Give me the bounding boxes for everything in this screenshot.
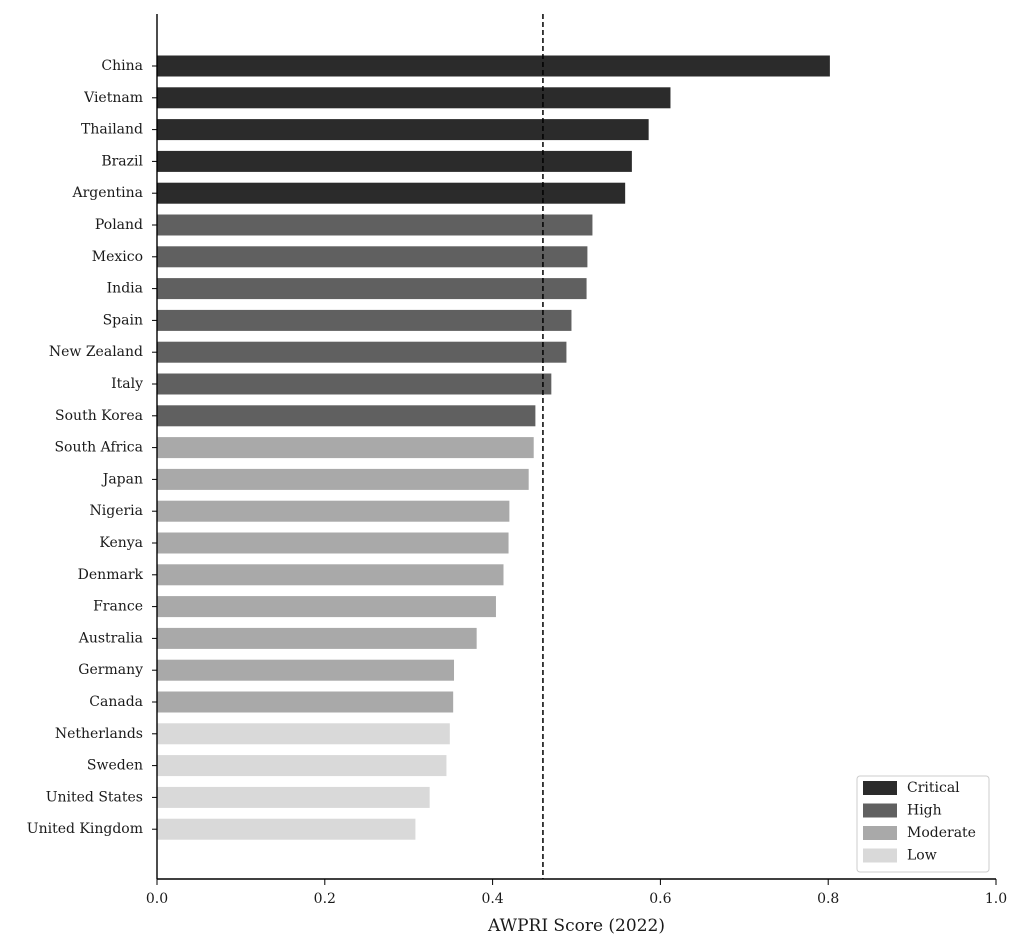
bar-brazil: [157, 150, 632, 172]
bar-canada: [157, 691, 454, 713]
y-tick-label-denmark: Denmark: [78, 567, 144, 583]
bar-sweden: [157, 755, 447, 777]
bar-south-korea: [157, 405, 536, 427]
x-tick-label: 0.8: [817, 891, 839, 907]
legend-swatch-critical: [863, 781, 897, 795]
legend-swatch-moderate: [863, 826, 897, 840]
y-tick-label-brazil: Brazil: [101, 153, 143, 169]
y-tick-label-south-korea: South Korea: [55, 408, 143, 424]
y-tick-label-canada: Canada: [89, 694, 143, 710]
bar-india: [157, 278, 587, 300]
bar-kenya: [157, 532, 509, 554]
y-tick-label-australia: Australia: [78, 630, 143, 646]
bar-united-kingdom: [157, 818, 416, 840]
legend-frame: [856, 775, 990, 873]
y-tick-label-thailand: Thailand: [81, 122, 143, 138]
bar-japan: [157, 468, 529, 490]
y-tick-label-japan: Japan: [101, 471, 143, 487]
y-tick-label-italy: Italy: [111, 376, 143, 392]
bar-thailand: [157, 119, 649, 141]
legend-swatch-low: [863, 848, 897, 863]
bar-new-zealand: [157, 341, 567, 363]
bar-denmark: [157, 564, 504, 586]
y-tick-label-sweden: Sweden: [87, 758, 143, 774]
bar-united-states: [157, 786, 430, 808]
y-tick-label-china: China: [101, 58, 143, 74]
y-tick-label-kenya: Kenya: [99, 535, 143, 551]
bar-mexico: [157, 246, 588, 268]
legend-label-low: Low: [907, 848, 937, 864]
x-axis-title: AWPRI Score (2022): [487, 916, 665, 936]
x-tick-label: 0.4: [481, 891, 503, 907]
x-tick-label: 0.6: [649, 891, 671, 907]
bar-netherlands: [157, 723, 450, 745]
bar-china: [157, 55, 830, 77]
bar-south-africa: [157, 437, 534, 459]
y-tick-label-new-zealand: New Zealand: [49, 344, 143, 360]
y-tick-label-united-kingdom: United Kingdom: [27, 821, 143, 837]
bar-france: [157, 596, 496, 618]
x-tick-label: 1.0: [985, 891, 1007, 907]
x-tick-label: 0.0: [146, 891, 168, 907]
legend: Critical High Moderate Low: [856, 775, 990, 873]
y-tick-label-united-states: United States: [46, 789, 143, 805]
bar-argentina: [157, 182, 626, 204]
bar-vietnam: [157, 87, 671, 109]
bar-australia: [157, 627, 477, 649]
bar-italy: [157, 373, 552, 395]
y-tick-label-netherlands: Netherlands: [55, 726, 143, 742]
bars: [157, 55, 830, 840]
bar-poland: [157, 214, 593, 236]
y-axis-tick-labels: China Vietnam Thailand Brazil Argentina Polan…: [27, 58, 157, 837]
legend-label-moderate: Moderate: [907, 825, 976, 841]
y-tick-label-mexico: Mexico: [92, 249, 143, 265]
y-tick-label-france: France: [93, 599, 143, 615]
y-tick-label-spain: Spain: [103, 312, 143, 328]
bar-germany: [157, 659, 455, 681]
legend-label-high: High: [907, 803, 942, 819]
x-axis-ticks: 0.0 0.2 0.4 0.6 0.8 1.0: [146, 879, 1007, 907]
y-tick-label-nigeria: Nigeria: [90, 503, 144, 519]
y-tick-label-south-africa: South Africa: [54, 440, 143, 456]
legend-label-critical: Critical: [907, 780, 960, 796]
bar-nigeria: [157, 500, 510, 522]
bar-spain: [157, 309, 572, 331]
legend-swatch-high: [863, 803, 897, 818]
y-tick-label-poland: Poland: [95, 217, 143, 233]
y-tick-label-germany: Germany: [78, 662, 143, 678]
y-tick-label-india: India: [107, 281, 143, 297]
y-tick-label-vietnam: Vietnam: [83, 90, 143, 106]
y-tick-label-argentina: Argentina: [71, 185, 143, 201]
x-tick-label: 0.2: [314, 891, 336, 907]
